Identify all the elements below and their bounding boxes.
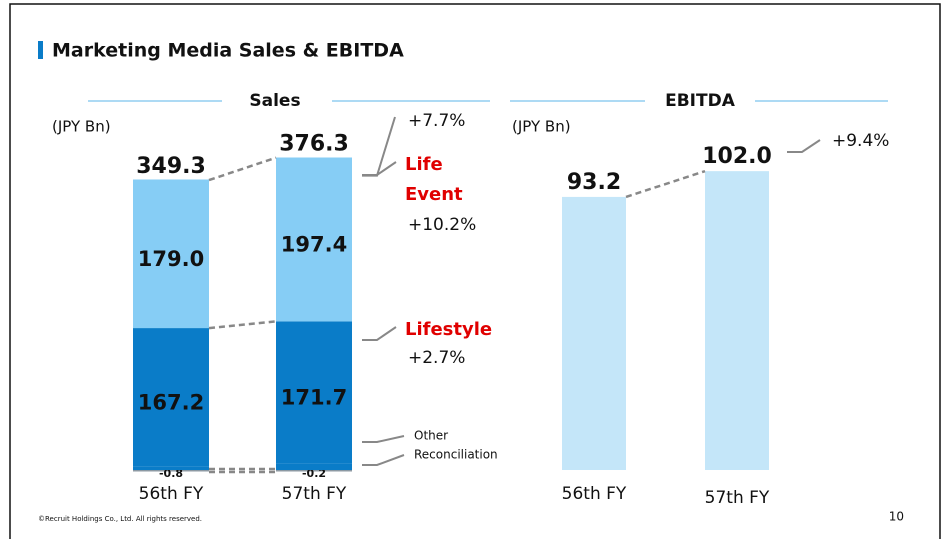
leader	[362, 435, 405, 443]
change-label: +9.4%	[832, 131, 889, 151]
connector	[625, 169, 706, 199]
value-label: 179.0	[138, 247, 204, 271]
bar-segment	[276, 463, 352, 470]
footer: ©Recruit Holdings Co., Ltd. All rights r…	[38, 515, 202, 523]
slide-title: Marketing Media Sales & EBITDA	[52, 40, 404, 62]
page-number: 10	[889, 510, 904, 524]
total-label: 349.3	[136, 154, 206, 179]
bar-segment	[133, 179, 209, 329]
x-tick-label: 57th FY	[705, 488, 770, 508]
x-tick-label: 56th FY	[562, 484, 627, 504]
leader	[787, 139, 821, 153]
bar	[562, 196, 626, 470]
value-label: 167.2	[138, 390, 204, 414]
connector	[208, 156, 277, 182]
ebitda-header: EBITDA	[665, 91, 736, 111]
x-tick-label: 57th FY	[282, 484, 347, 504]
leader	[362, 326, 397, 341]
leader	[362, 454, 405, 466]
total-label: 376.3	[279, 132, 349, 157]
bar-segment	[133, 470, 209, 472]
title-icon	[38, 41, 43, 59]
x-tick-label: 56th FY	[139, 484, 204, 504]
value-label: 171.7	[281, 386, 347, 410]
bar-segment	[276, 470, 352, 472]
change-label: +10.2%	[408, 215, 476, 235]
value-label: 93.2	[567, 170, 621, 195]
bar-segment	[133, 328, 209, 467]
connector	[208, 320, 277, 330]
unit-label: (JPY Bn)	[512, 118, 571, 136]
leader	[362, 161, 397, 176]
series-label: Life Event	[405, 154, 463, 205]
bar-segment	[133, 466, 209, 470]
bar-segment	[276, 157, 352, 322]
value-label: 102.0	[702, 144, 772, 169]
frame	[9, 3, 941, 539]
bar-segment	[276, 321, 352, 464]
series-label: Reconciliation	[414, 448, 498, 462]
unit-label: (JPY Bn)	[52, 118, 111, 136]
bar	[705, 171, 769, 470]
series-label: Other	[414, 429, 448, 443]
value-label: 197.4	[281, 232, 347, 256]
change-label: +7.7%	[408, 111, 465, 131]
value-label: -0.8	[159, 467, 183, 480]
change-label: +2.7%	[408, 348, 465, 368]
value-label: -0.2	[302, 467, 326, 480]
series-label: Lifestyle	[405, 319, 493, 340]
sales-header: Sales	[249, 91, 300, 111]
